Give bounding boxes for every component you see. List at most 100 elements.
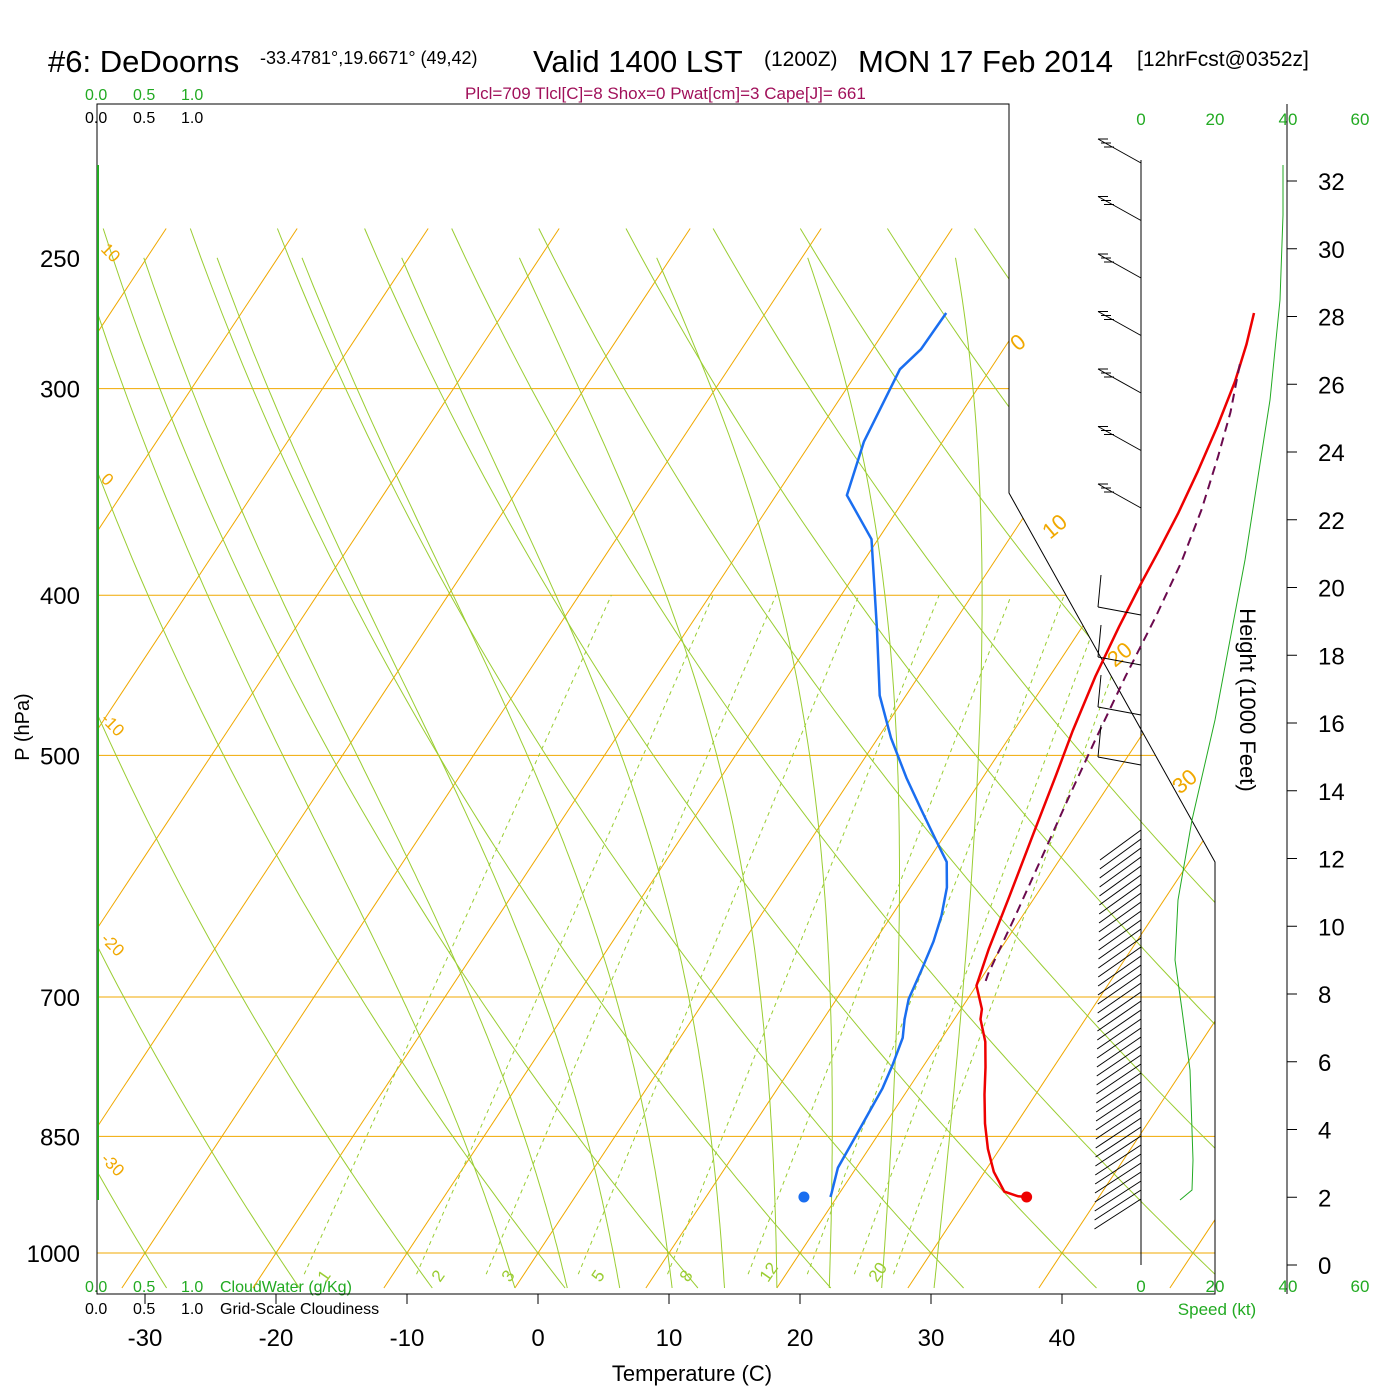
wind-barb — [1097, 973, 1142, 1005]
mixing-ratio-line — [485, 595, 777, 1275]
moist-adiabat-line — [216, 257, 621, 1289]
x-tick-label: -20 — [259, 1325, 294, 1352]
wind-barb — [1097, 955, 1142, 987]
wind-barb — [1096, 1036, 1142, 1068]
wind-barb-feather — [1097, 624, 1102, 658]
cloud-scale-top-black-1: 0.5 — [133, 110, 155, 127]
wind-barb — [1096, 1063, 1142, 1095]
cloud-scale-top-black-2: 1.0 — [181, 110, 203, 127]
cloud-scale-bottom-black-0: 0.0 — [85, 1301, 107, 1318]
isotherm-label: 0 — [97, 469, 117, 489]
height-tick-label: 8 — [1318, 982, 1331, 1009]
wind-barb — [1098, 892, 1142, 924]
y-tick-label: 400 — [40, 583, 80, 610]
cloud-scale-bottom-green-1: 0.5 — [133, 1279, 155, 1296]
dry-adiabat-line — [712, 228, 1215, 1289]
isotherm-line — [121, 228, 822, 1289]
wind-speed-label: Speed (kt) — [1178, 1300, 1256, 1319]
isotherm-line — [776, 228, 1215, 1289]
valid-date: MON 17 Feb 2014 — [858, 44, 1113, 79]
grid-layer — [97, 228, 1215, 1289]
mixing-ratio-line — [577, 595, 860, 1275]
y-axis-title: P (hPa) — [12, 693, 34, 760]
isotherm-label: 30 — [1167, 764, 1202, 799]
height-tick-label: 26 — [1318, 372, 1345, 399]
sounding-traces — [798, 312, 1256, 1203]
y-tick-label: 850 — [40, 1124, 80, 1151]
dry-adiabat-line — [451, 228, 1215, 1289]
dry-adiabat-line — [538, 228, 1215, 1289]
plot-frame — [96, 103, 1288, 1295]
x-tick-label: 30 — [918, 1325, 945, 1352]
dry-adiabat-line — [276, 228, 964, 1289]
forecast-info: [12hrFcst@0352z] — [1137, 48, 1309, 71]
moist-adiabat-line — [518, 257, 778, 1289]
height-tick-label: 6 — [1318, 1050, 1331, 1077]
dry-adiabat-line — [1061, 228, 1215, 1289]
wind-barb — [1095, 1135, 1142, 1167]
wind-barb — [1096, 1054, 1142, 1086]
moist-adiabat-line — [301, 257, 673, 1289]
wind-barb — [1098, 937, 1142, 969]
wind-barb — [1095, 1126, 1142, 1158]
station-title: #6: DeDoorns — [48, 44, 239, 79]
isotherm-line — [645, 228, 1215, 1289]
wind-barb — [1099, 838, 1142, 870]
sounding-params: Plcl=709 Tlcl[C]=8 Shox=0 Pwat[cm]=3 Cap… — [465, 84, 866, 103]
height-tick-label: 28 — [1318, 305, 1345, 332]
x-tick-label: 0 — [531, 1325, 544, 1352]
wind-barb — [1099, 874, 1142, 906]
height-tick-label: 30 — [1318, 237, 1345, 264]
wind-scale-bottom-40: 40 — [1279, 1277, 1298, 1296]
moist-adiabat-line — [933, 257, 983, 1289]
dry-adiabat-line — [97, 228, 433, 1289]
wind-barb — [1099, 829, 1142, 861]
wind-barb-feather — [1097, 724, 1102, 758]
cloud-scale-bottom-black-1: 0.5 — [133, 1301, 155, 1318]
wind-barb — [1095, 1144, 1142, 1176]
mixing-ratio-line — [893, 595, 1142, 1275]
wind-scale-bottom-0: 0 — [1136, 1277, 1145, 1296]
mixing-ratio-label: 2 — [428, 1267, 449, 1286]
dry-adiabat-line — [97, 228, 566, 1289]
mixing-ratio-line — [747, 595, 1012, 1275]
wind-barb — [1096, 1045, 1142, 1077]
isotherm-label: -10 — [97, 709, 128, 740]
dewpoint-trace — [829, 312, 949, 1198]
wind-barb — [1097, 1009, 1142, 1041]
isotherm-label: 10 — [97, 239, 124, 266]
temperature-surface-marker — [1021, 1191, 1033, 1203]
wind-barb — [1099, 856, 1142, 888]
wind-barb — [1099, 865, 1142, 897]
wind-barb — [1094, 1162, 1142, 1194]
wind-barb — [1096, 1027, 1142, 1059]
isotherm-line — [383, 228, 1084, 1289]
isotherm-line — [97, 228, 691, 1289]
wind-barb — [1097, 982, 1142, 1014]
y-tick-label: 700 — [40, 985, 80, 1012]
x-tick-label: 40 — [1049, 1325, 1076, 1352]
wind-barb — [1098, 919, 1142, 951]
mixing-ratio-label: 3 — [498, 1267, 519, 1286]
wind-scale-top-60: 60 — [1351, 110, 1370, 129]
cloud-scale-top-green-0: 0.0 — [85, 87, 107, 104]
dry-adiabat-line — [625, 228, 1215, 1289]
height-tick-label: 22 — [1318, 508, 1345, 535]
dry-adiabat-line — [799, 228, 1215, 1289]
isotherm-line — [1169, 228, 1215, 1289]
cloud-scale-top-green-2: 1.0 — [181, 87, 203, 104]
wind-barb — [1094, 1180, 1142, 1212]
wind-barb — [1098, 883, 1142, 915]
wind-barb — [1097, 1000, 1142, 1032]
height-tick-label: 4 — [1318, 1118, 1331, 1145]
wind-scale-top-0: 0 — [1136, 110, 1145, 129]
isotherm-line — [1038, 228, 1215, 1289]
dry-adiabat-line — [102, 228, 699, 1289]
mixing-ratio-line — [853, 595, 1107, 1275]
height-tick-label: 10 — [1318, 914, 1345, 941]
x-axis-title: Temperature (C) — [612, 1361, 772, 1386]
wind-barb — [1097, 756, 1142, 766]
parcel-trace — [982, 364, 1241, 987]
cloud-scale-top-black-0: 0.0 — [85, 110, 107, 127]
